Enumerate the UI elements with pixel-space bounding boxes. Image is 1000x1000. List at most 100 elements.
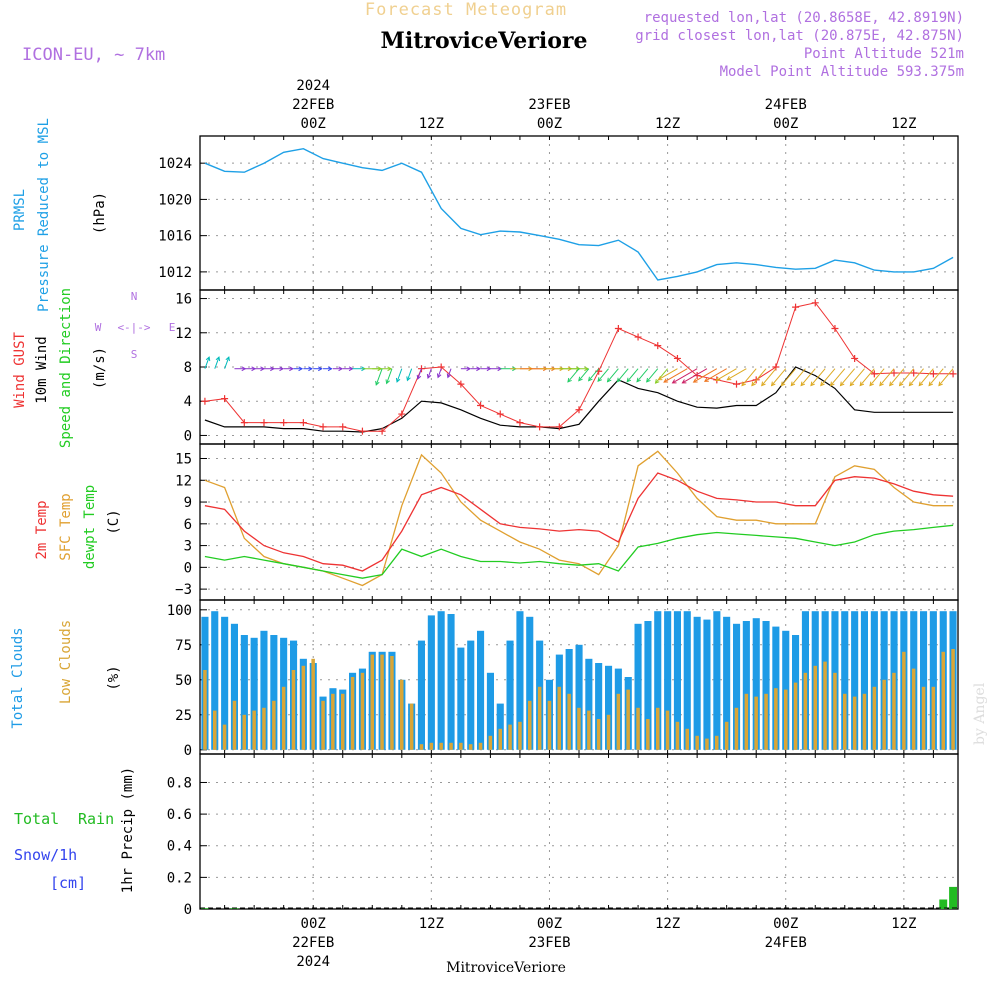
total-cloud-bar [595,663,603,750]
y-tick-label: 1012 [158,265,192,281]
gust-marker [673,354,681,362]
model-altitude: Model Point Altitude 593.375m [720,64,964,80]
top-axis-label: 00Z [537,116,562,132]
total-cloud-bar [929,611,937,750]
point-altitude: Point Altitude 521m [804,46,964,62]
gust-marker [929,370,937,378]
rain-bar [201,908,209,909]
wind-arrow-head [829,381,835,387]
y-tick-label: 75 [175,638,192,654]
requested-coords: requested lon,lat (20.8658E, 42.8919N) [644,10,964,26]
wind-direction-arrow [597,368,609,382]
low-cloud-bar [695,735,699,750]
total-cloud-bar [851,611,859,750]
wind-direction-arrow [607,368,619,382]
total-cloud-bar [221,616,229,750]
top-axis-label: 2024 [296,78,330,94]
wind-arrow-head [849,381,855,387]
model-label: ICON-EU, ~ 7km [22,45,165,65]
low-cloud-bar [606,714,611,750]
y-tick-label: 6 [184,517,192,533]
gust-marker [358,427,366,435]
total-cloud-bar [870,611,878,750]
low-cloud-bar [764,693,768,750]
wind-direction-arrow [727,368,747,381]
wind-arrow-head [908,381,914,387]
wind-arrow-head [298,366,304,372]
low-cloud-bar [557,686,561,750]
low-cloud-bar [734,707,739,750]
gust-marker [634,333,642,341]
wind-direction-arrow [447,368,452,378]
wind-arrow-head [869,381,874,387]
wind-arrow-head [436,373,442,379]
low-cloud-bar [665,710,670,750]
gust-marker [555,423,563,431]
gust-marker [477,402,485,409]
gust-marker [536,423,544,431]
wind-arrow-head [790,381,796,387]
wind-direction-arrow [859,368,875,386]
gust-marker [614,325,622,332]
label-prmsl: PRMSL [12,189,28,231]
top-axis-label: 23FEB [528,97,570,113]
label-dewpt-temp: dewpt Temp [82,485,98,569]
wind-arrow-head [426,373,432,379]
bottom-axis-label: 00Z [301,916,326,932]
label-total-clouds: Total Clouds [10,627,26,728]
total-cloud-bar [467,640,475,750]
wind-direction-arrow [909,368,924,386]
wind-arrow-head [289,366,294,372]
wind-direction-arrow [567,368,580,383]
y-tick-label: 15 [175,452,192,468]
low-cloud-bar [813,665,817,750]
low-cloud-bar [872,686,877,750]
bottom-axis-label: 23FEB [528,935,570,951]
y-tick-label: 0.2 [167,870,192,886]
wind-direction-arrow [761,368,777,386]
panel-frame [199,135,959,291]
low-cloud-bar [636,707,640,750]
wind-arrow-head [928,381,933,387]
wind-direction-arrow [830,368,846,386]
total-cloud-bar [230,623,238,750]
low-cloud-bar [291,670,296,750]
total-cloud-bar [673,611,681,750]
y-tick-label: 1020 [158,192,192,208]
low-cloud-bar [902,651,906,750]
gust-marker [516,419,524,427]
rain-bar [949,886,957,909]
low-cloud-bar [823,661,827,750]
temperature-panel: −3 0 3 6 9 12 15 [175,443,959,601]
svg-text:W: W [95,321,102,334]
total-cloud-bar [683,611,691,750]
wind-arrow-head [387,366,393,372]
wind-arrow-head [741,381,746,387]
y-tick-label: 4 [184,394,192,410]
pressure-line [204,147,954,281]
wind-arrow-head [671,379,677,384]
low-cloud-bar [419,744,424,750]
cloud-panel: 0 25 50 75 100 [167,599,959,759]
label-wind-gust: Wind GUST [12,332,28,408]
top-axis-label: 24FEB [765,97,807,113]
total-cloud-bar [270,635,278,750]
sfc-temp-line [204,450,954,587]
y-tick-label: 1024 [158,156,192,172]
low-cloud-bar [232,700,237,750]
wind-direction-arrow [396,368,403,383]
wind-arrow-head [859,381,865,387]
total-cloud-bar [575,644,583,750]
low-cloud-bar [518,721,522,750]
low-cloud-bar [498,728,502,750]
wind-arrow-head [327,366,333,372]
total-cloud-bar [240,635,248,750]
total-cloud-bar [742,621,750,750]
wind-direction-arrow [869,368,885,386]
gust-marker [831,325,839,332]
low-cloud-bar [587,710,591,750]
low-cloud-bar [862,693,867,750]
y-tick-label: 3 [184,539,192,555]
y-tick-label: 0 [184,743,192,759]
bottom-time-axis: 00Z 22FEB 2024 12Z 00Z 23FEB 12Z 00Z 24FEB 12Z [292,916,916,970]
